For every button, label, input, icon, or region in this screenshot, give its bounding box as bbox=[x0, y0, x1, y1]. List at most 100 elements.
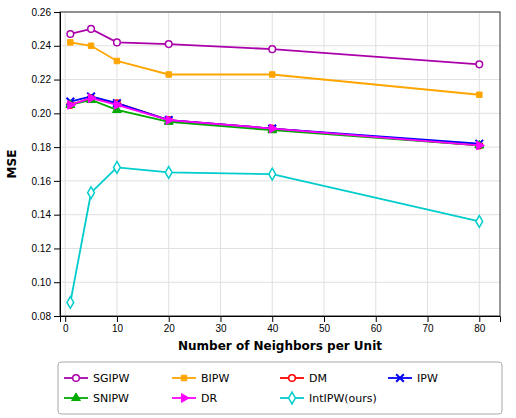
point bbox=[476, 61, 483, 68]
grid-line bbox=[60, 113, 500, 114]
point bbox=[269, 72, 274, 77]
grid-line bbox=[60, 45, 500, 46]
series bbox=[66, 95, 484, 148]
tick-mark bbox=[54, 12, 60, 13]
tick: 0.10 bbox=[32, 277, 60, 288]
point bbox=[114, 58, 119, 63]
point bbox=[165, 167, 172, 179]
tick: 80 bbox=[474, 316, 486, 334]
grid-line bbox=[65, 12, 66, 316]
legend-label: DM bbox=[309, 372, 327, 385]
tick-mark bbox=[54, 282, 60, 283]
point bbox=[67, 31, 74, 38]
point bbox=[114, 100, 122, 109]
tick: 10 bbox=[112, 316, 124, 334]
grid bbox=[60, 12, 500, 316]
tick-mark bbox=[376, 316, 377, 322]
axis-line bbox=[61, 317, 501, 323]
tick-label: 0 bbox=[63, 323, 69, 334]
plot: 0 10 20 30 40 50 60 70 80 0.08 0.10 0.12 0.14 0.16 0.1… bbox=[5, 7, 502, 414]
tick: 0.16 bbox=[32, 176, 60, 187]
legend-item: DM bbox=[280, 372, 327, 385]
tick-mark bbox=[54, 113, 60, 114]
point bbox=[114, 161, 121, 173]
tick-label: 0.22 bbox=[32, 74, 52, 85]
y-axis-title: MSE bbox=[5, 150, 19, 179]
tick-mark bbox=[272, 316, 273, 322]
legend-item: IPW bbox=[388, 372, 438, 385]
point bbox=[68, 40, 73, 45]
plot-frame bbox=[60, 12, 500, 316]
tick: 30 bbox=[215, 316, 227, 334]
point bbox=[67, 297, 74, 309]
grid-line bbox=[60, 180, 500, 181]
tick: 40 bbox=[267, 316, 279, 334]
tick-mark bbox=[65, 316, 66, 322]
point bbox=[477, 141, 485, 150]
tick-mark bbox=[54, 248, 60, 249]
legend-label: DR bbox=[201, 392, 217, 405]
grid-line bbox=[479, 12, 480, 316]
series-line bbox=[70, 98, 479, 145]
series-line bbox=[70, 42, 479, 94]
tick: 0.22 bbox=[32, 74, 60, 85]
series-line bbox=[70, 96, 479, 143]
tick-label: 0.26 bbox=[32, 7, 52, 18]
tick-label: 0.14 bbox=[32, 209, 52, 220]
tick-mark bbox=[54, 181, 60, 182]
legend-item: SGIPW bbox=[64, 372, 129, 385]
x-axis-title: Number of Neighbors per Unit bbox=[178, 339, 382, 353]
tick: 50 bbox=[319, 316, 331, 334]
grid-line bbox=[60, 147, 500, 148]
tick-mark bbox=[220, 316, 221, 322]
legend-label: SNIPW bbox=[93, 392, 129, 405]
legend-frame bbox=[58, 362, 502, 414]
legend-marker bbox=[396, 374, 404, 382]
point bbox=[166, 116, 174, 125]
grid-line bbox=[220, 12, 221, 316]
point bbox=[165, 41, 172, 48]
tick: 0.20 bbox=[32, 108, 60, 119]
tick-mark bbox=[54, 316, 60, 317]
grid-line bbox=[324, 12, 325, 316]
grid-line bbox=[60, 282, 500, 283]
grid-line bbox=[427, 12, 428, 316]
tick-label: 60 bbox=[371, 323, 383, 334]
tick: 0.14 bbox=[32, 209, 60, 220]
grid-line bbox=[168, 12, 169, 316]
tick: 70 bbox=[422, 316, 434, 334]
legend-marker bbox=[181, 375, 186, 380]
point bbox=[476, 216, 483, 228]
tick: 0.08 bbox=[32, 311, 60, 322]
tick-mark bbox=[54, 215, 60, 216]
legend-item: IntIPW(ours) bbox=[280, 392, 377, 405]
series bbox=[67, 161, 483, 308]
point bbox=[477, 92, 482, 97]
tick-label: 0.12 bbox=[32, 243, 52, 254]
x-axis: 0 10 20 30 40 50 60 70 80 bbox=[61, 316, 501, 334]
tick-label: 10 bbox=[112, 323, 124, 334]
tick-label: 0.18 bbox=[32, 142, 52, 153]
point bbox=[269, 168, 276, 180]
point bbox=[114, 39, 121, 46]
legend-item: BIPW bbox=[172, 372, 229, 385]
tick-label: 20 bbox=[164, 323, 176, 334]
legend-item: DR bbox=[172, 392, 217, 405]
grid-line bbox=[60, 248, 500, 249]
point bbox=[88, 43, 93, 48]
legend-label: IPW bbox=[417, 372, 438, 385]
point bbox=[88, 26, 95, 33]
tick: 0.12 bbox=[32, 243, 60, 254]
legend: SGIPW BIPW DM IPW SNIPW DR IntIPW(ours) bbox=[58, 362, 502, 414]
marks bbox=[66, 26, 484, 309]
series-line bbox=[70, 167, 479, 302]
tick: 0 bbox=[63, 316, 69, 334]
legend-marker bbox=[289, 375, 296, 382]
tick-label: 0.24 bbox=[32, 40, 52, 51]
tick-label: 0.16 bbox=[32, 176, 52, 187]
legend-marker bbox=[289, 392, 296, 404]
legend-label: SGIPW bbox=[93, 372, 129, 385]
tick-mark bbox=[479, 316, 480, 322]
legend-marker bbox=[72, 393, 81, 401]
tick: 0.26 bbox=[32, 7, 60, 18]
